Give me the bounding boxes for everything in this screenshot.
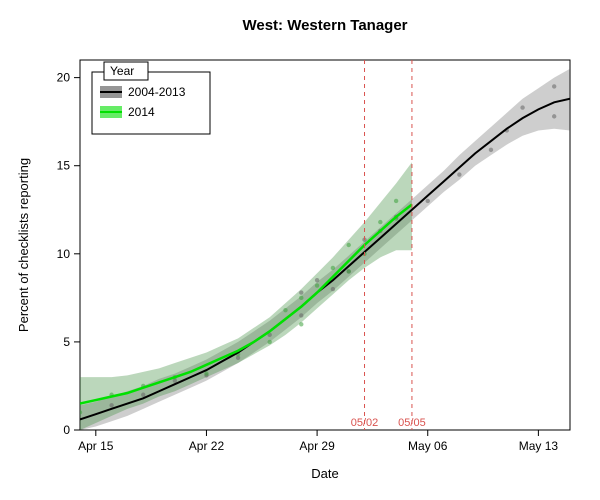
legend-label: 2004-2013 <box>128 85 186 99</box>
legend-box <box>92 72 210 134</box>
data-point <box>299 296 303 300</box>
data-point <box>204 371 208 375</box>
data-point <box>283 308 287 312</box>
y-tick-label: 0 <box>63 423 70 437</box>
data-point <box>394 199 398 203</box>
data-point <box>299 313 303 317</box>
data-point <box>315 278 319 282</box>
legend-label: 2014 <box>128 105 155 119</box>
chart-title: West: Western Tanager <box>242 17 407 34</box>
x-tick-label: May 13 <box>519 439 559 453</box>
vline-label-0: 05/02 <box>351 417 379 429</box>
data-point <box>299 322 303 326</box>
data-point <box>267 340 271 344</box>
data-point <box>489 148 493 152</box>
data-point <box>457 172 461 176</box>
y-tick-label: 5 <box>63 335 70 349</box>
y-tick-label: 15 <box>57 159 71 173</box>
y-axis-label: Percent of checklists reporting <box>16 158 31 332</box>
data-point <box>347 243 351 247</box>
ci-ribbon-1 <box>80 162 412 430</box>
data-point <box>331 287 335 291</box>
data-point <box>347 269 351 273</box>
data-point <box>299 290 303 294</box>
data-point <box>552 114 556 118</box>
data-point <box>331 266 335 270</box>
legend-title: Year <box>110 64 134 78</box>
data-point <box>315 283 319 287</box>
data-point <box>520 105 524 109</box>
x-tick-label: Apr 29 <box>299 439 335 453</box>
data-point <box>378 220 382 224</box>
data-point <box>552 84 556 88</box>
data-point <box>78 410 82 414</box>
vline-label-1: 05/05 <box>398 417 426 429</box>
data-point <box>141 393 145 397</box>
chart-svg: 05/02 05/05 Apr 15 Apr 22 Apr 29 May 06 May 13… <box>0 0 600 500</box>
y-tick-label: 10 <box>57 247 71 261</box>
x-tick-label: Apr 15 <box>78 439 114 453</box>
chart-container: 05/02 05/05 Apr 15 Apr 22 Apr 29 May 06 May 13… <box>0 0 600 500</box>
data-point <box>426 199 430 203</box>
data-point <box>109 403 113 407</box>
x-tick-label: Apr 22 <box>189 439 225 453</box>
y-tick-label: 20 <box>57 71 71 85</box>
x-axis-label: Date <box>311 466 338 481</box>
x-tick-label: May 06 <box>408 439 448 453</box>
